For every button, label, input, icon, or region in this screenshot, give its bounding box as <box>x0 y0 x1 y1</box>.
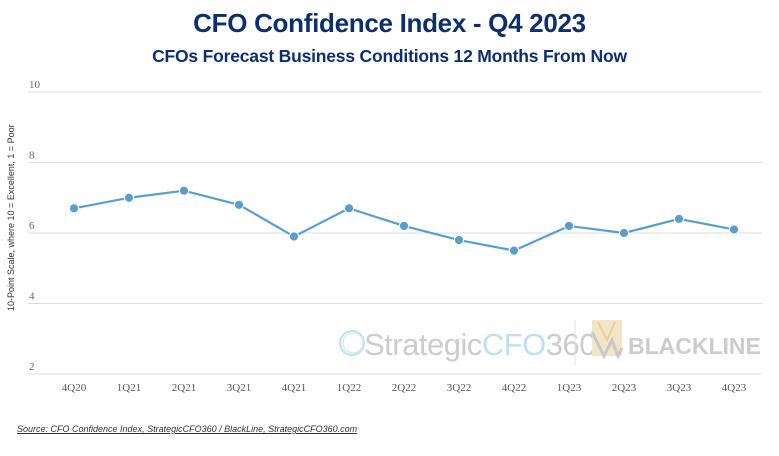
chart-subtitle: CFOs Forecast Business Conditions 12 Mon… <box>152 46 627 66</box>
data-point-2Q23 <box>618 227 630 239</box>
chart-title: CFO Confidence Index - Q4 2023 <box>193 8 586 38</box>
data-point-4Q21 <box>288 231 300 242</box>
blackline-text: BLACKLINE <box>628 333 761 359</box>
gridlines <box>28 91 762 375</box>
logo-cfo-text: CFO <box>482 327 546 362</box>
blackline-logo-mark-icon <box>590 320 624 360</box>
x-tick-label: 1Q22 <box>337 382 361 394</box>
data-point-4Q23 <box>728 224 740 235</box>
x-tick-label: 1Q21 <box>117 382 141 394</box>
x-tick-label: 1Q23 <box>557 382 582 394</box>
x-tick-label: 3Q23 <box>667 382 692 394</box>
blackline-logo: BLACKLINE <box>590 320 761 360</box>
y-tick-label: 8 <box>29 150 35 162</box>
x-tick-label: 4Q21 <box>282 382 306 394</box>
data-point-3Q22 <box>453 234 465 246</box>
svg-text:StrategicCFO360: StrategicCFO360 <box>364 327 596 362</box>
x-tick-label: 3Q22 <box>447 382 471 394</box>
x-tick-label: 2Q22 <box>392 382 416 394</box>
y-axis-label: 10-Point Scale, where 10 = Excellent, 1 … <box>6 124 16 311</box>
data-point-1Q23 <box>563 220 575 232</box>
x-tick-label: 2Q21 <box>172 382 196 394</box>
data-point-1Q21 <box>123 192 135 203</box>
data-point-2Q21 <box>178 185 190 196</box>
data-point-4Q20 <box>68 203 80 214</box>
y-tick-label: 6 <box>29 220 35 232</box>
data-point-3Q23 <box>673 213 685 224</box>
x-tick-label: 4Q23 <box>722 382 747 394</box>
y-tick-labels: 2 4 6 8 10 <box>29 79 41 373</box>
x-tick-label: 3Q21 <box>227 382 251 394</box>
x-tick-label: 4Q22 <box>502 382 526 394</box>
data-point-4Q22 <box>508 245 520 256</box>
y-tick-label: 2 <box>29 361 35 373</box>
x-tick-label: 4Q20 <box>62 382 87 394</box>
data-points <box>68 185 740 256</box>
strategiccfo360-logo-ring-icon <box>339 330 365 356</box>
logo-360-text: 360 <box>546 327 596 362</box>
data-point-3Q21 <box>233 199 245 210</box>
watermark-logos: StrategicCFO360 BLACKLINE <box>339 320 761 365</box>
y-tick-label: 4 <box>29 291 35 303</box>
data-point-1Q22 <box>343 203 355 214</box>
strategiccfo360-logo: StrategicCFO360 <box>339 327 597 362</box>
x-tick-labels: 4Q20 1Q21 2Q21 3Q21 4Q21 1Q22 2Q22 3Q22 4Q22 1Q23… <box>62 382 747 394</box>
series-line <box>73 189 735 252</box>
logo-strategic-text: Strategic <box>364 327 482 362</box>
source-note: Source: CFO Confidence Index, StrategicC… <box>17 424 358 434</box>
x-tick-label: 2Q23 <box>612 382 637 394</box>
y-tick-label: 10 <box>29 79 41 91</box>
data-point-2Q22 <box>398 220 410 232</box>
